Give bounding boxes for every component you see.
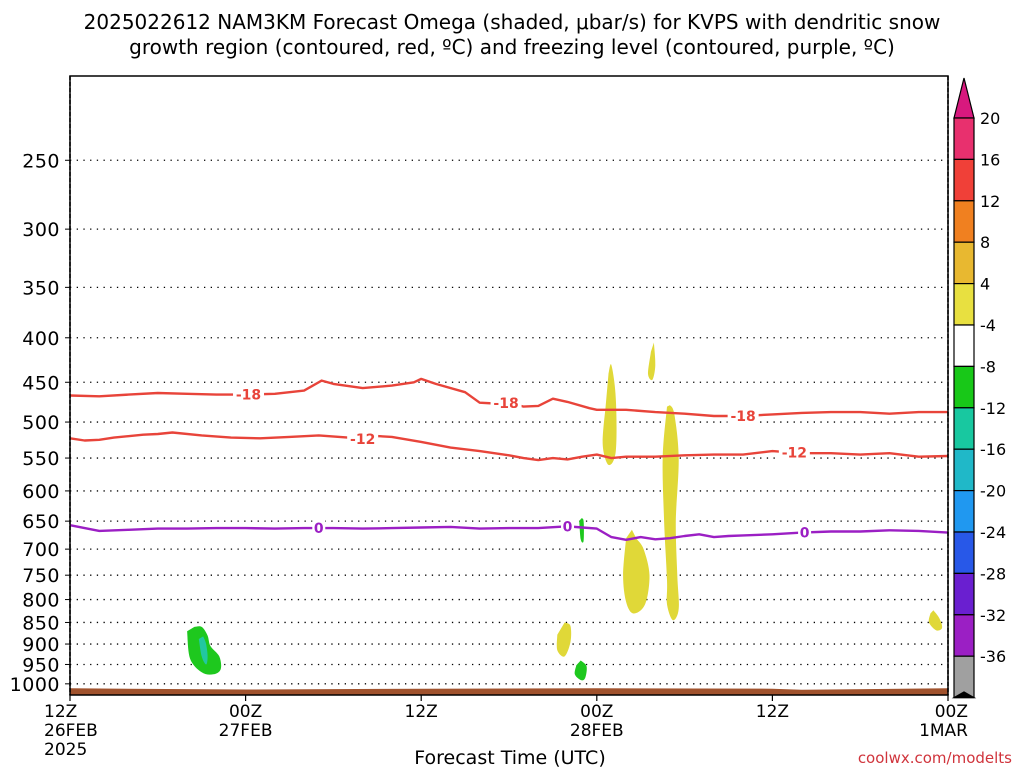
contour-label-0-0: -18 [236, 388, 261, 404]
colorbar-label-4: 4 [980, 275, 990, 294]
colorbar-label-7: -12 [980, 399, 1006, 418]
colorbar-label-12: -32 [980, 606, 1006, 625]
y-tick-label-650: 650 [22, 511, 60, 533]
rising-motion-region-2 [574, 660, 587, 681]
contour-label-0-2: -18 [730, 409, 755, 425]
x-tick-label-3-1: 28FEB [570, 721, 624, 741]
y-tick-label-300: 300 [22, 219, 60, 241]
colorbar-swatch-3 [953, 241, 975, 285]
x-tick-label-5-1: 1MAR [919, 721, 968, 741]
y-tick-label-850: 850 [22, 612, 60, 634]
x-tick-label-3-0: 00Z [580, 702, 613, 722]
y-tick-label-950: 950 [22, 654, 60, 676]
x-tick-label-4-0: 12Z [756, 702, 789, 722]
contour-line-2 [69, 524, 949, 541]
colorbar-label-1: 16 [980, 150, 1000, 169]
colorbar-label-2: 12 [980, 192, 1000, 211]
colorbar-swatch-9 [953, 490, 975, 533]
colorbar-swatch-1 [953, 158, 975, 202]
colorbar-label-9: -20 [980, 482, 1006, 501]
contour-label-1-1: -12 [782, 446, 807, 462]
colorbar-label-3: 8 [980, 233, 990, 252]
contour-label-2-0: 0 [314, 521, 324, 537]
sinking-motion-region-8 [662, 405, 679, 621]
colorbar-swatch-7 [953, 407, 975, 450]
colorbar-swatch-0 [953, 117, 975, 161]
contour-line-1 [69, 431, 949, 462]
sinking-motion-region-4 [556, 622, 572, 657]
y-tick-label-450: 450 [22, 372, 60, 394]
contour-label-bg-0-2 [727, 407, 759, 424]
x-tick-label-2-0: 12Z [405, 702, 438, 722]
x-tick-label-0-1: 26FEB [44, 721, 98, 741]
contour-label-bg-0-0 [233, 386, 265, 403]
contour-label-2-1: 0 [563, 519, 573, 535]
sinking-motion-region-9 [928, 610, 943, 631]
contour-label-2-2: 0 [800, 525, 810, 541]
chart-title-line1: 2025022612 NAM3KM Forecast Omega (shaded… [84, 10, 941, 34]
y-tick-label-400: 400 [22, 328, 60, 350]
chart-title-line2: growth region (contoured, red, ºC) and f… [129, 35, 895, 59]
colorbar-bottom-arrow [951, 691, 977, 699]
x-tick-label-5-0: 00Z [935, 702, 968, 722]
y-tick-label-350: 350 [22, 277, 60, 299]
colorbar-top-arrow [953, 77, 975, 119]
rising-motion-region-1 [198, 636, 208, 665]
contour-label-bg-2-1 [561, 518, 575, 535]
y-tick-label-250: 250 [22, 150, 60, 172]
contour-label-bg-2-2 [798, 524, 812, 541]
colorbar-swatch-11 [953, 572, 975, 616]
colorbar-label-13: -36 [980, 647, 1006, 666]
x-axis-label: Forecast Time (UTC) [414, 747, 605, 768]
y-tick-label-700: 700 [22, 539, 60, 561]
contour-label-0-1: -18 [493, 396, 518, 412]
x-tick-label-0-0: 12Z [44, 702, 77, 722]
y-tick-label-900: 900 [22, 634, 60, 656]
y-tick-label-500: 500 [22, 412, 60, 434]
colorbar-swatch-2 [953, 200, 975, 243]
colorbar-swatch-5 [953, 324, 975, 368]
colorbar-swatch-10 [953, 531, 975, 575]
colorbar-swatch-8 [953, 448, 975, 492]
y-tick-label-800: 800 [22, 590, 60, 612]
colorbar: 20 16 12 8 4 -4 -8 -12 -16 -20 -24 -28 -32 -36 [951, 77, 1006, 699]
colorbar-label-10: -24 [980, 523, 1006, 542]
ground-surface [70, 688, 948, 695]
contour-label-bg-1-0 [347, 431, 379, 448]
watermark: coolwx.com/modelts [858, 749, 1012, 767]
contour-label-bg-0-1 [490, 394, 522, 411]
colorbar-label-0: 20 [980, 109, 1000, 128]
y-tick-label-750: 750 [22, 565, 60, 587]
colorbar-label-11: -28 [980, 564, 1006, 583]
sinking-motion-region-6 [647, 342, 656, 381]
plot-layer: 2503003504004505005506006507007508008509… [10, 75, 968, 760]
contour-label-bg-1-1 [778, 444, 810, 461]
colorbar-swatch-6 [953, 365, 975, 409]
sinking-motion-region-7 [623, 529, 650, 614]
y-tick-label-550: 550 [22, 448, 60, 470]
sinking-motion-region-5 [602, 364, 617, 466]
y-tick-label-1000: 1000 [10, 674, 60, 696]
x-tick-label-1-1: 27FEB [219, 721, 273, 741]
rising-motion-region-3 [579, 518, 584, 543]
contour-label-bg-2-0 [312, 520, 326, 537]
y-tick-label-600: 600 [22, 481, 60, 503]
plot-frame [69, 75, 949, 696]
colorbar-label-5: -4 [980, 316, 996, 335]
colorbar-label-8: -16 [980, 440, 1006, 459]
colorbar-label-6: -8 [980, 357, 996, 376]
colorbar-swatch-12 [953, 614, 975, 657]
colorbar-swatch-4 [953, 283, 975, 326]
x-tick-label-0-2: 2025 [44, 740, 87, 760]
contour-label-1-0: -12 [350, 432, 375, 448]
x-tick-label-1-0: 00Z [229, 702, 262, 722]
